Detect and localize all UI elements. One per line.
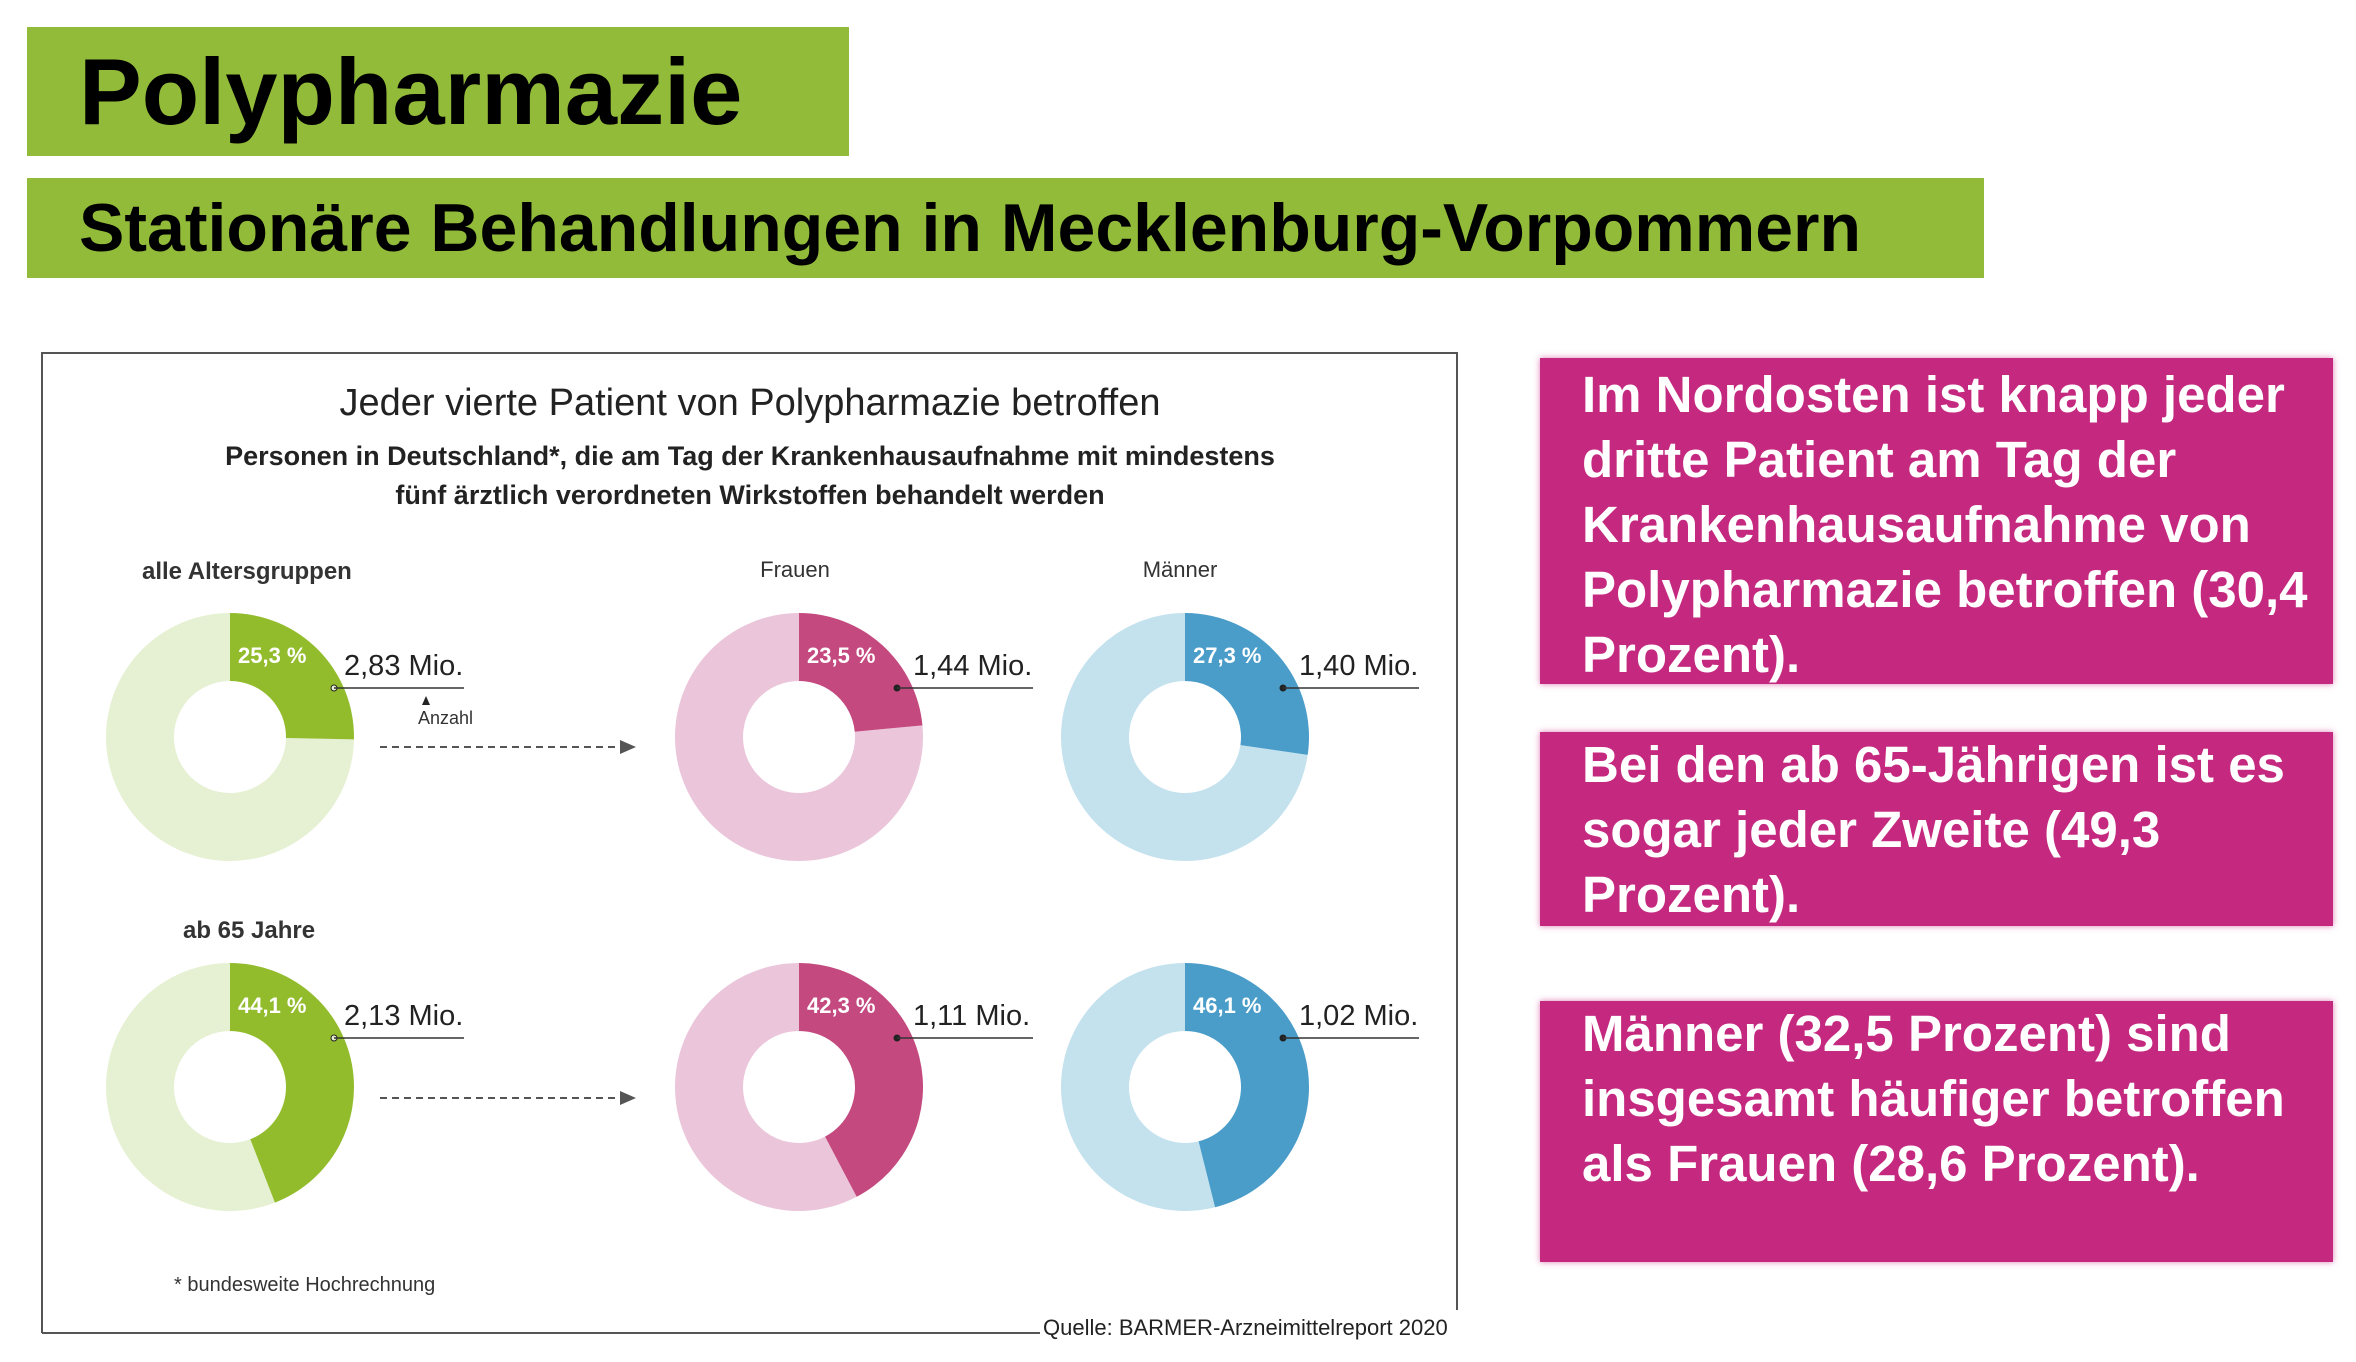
donut-slice-affected [230,613,354,740]
percent-label: 25,3 % [238,643,307,668]
donut-all-row-1: 25,3 % 2,83 Mio. [105,613,464,861]
donut-men-row-2: 46,1 % 1,02 Mio. [1060,963,1419,1212]
anzahl-marker: Anzahl [418,696,473,728]
percent-label: 27,3 % [1193,643,1262,668]
info-box-over-65: Bei den ab 65-Jährigen ist es sogar jede… [1540,732,2333,926]
donut-slice-rest [1060,963,1216,1212]
donut-women-row-1: 23,5 % 1,44 Mio. [675,613,1033,861]
count-label: 2,13 Mio. [344,1000,463,1032]
chart-title: Jeder vierte Patient von Polypharmazie b… [340,382,1161,424]
donut-slice-rest [674,963,857,1212]
column-label-all-ages: alle Altersgruppen [142,558,352,585]
source-label: Quelle: BARMER-Arzneimittelreport 2020 [1043,1315,1448,1340]
anzahl-arrow-icon [422,696,430,705]
donut-men-row-1: 27,3 % 1,40 Mio. [1060,613,1419,861]
info-box-gender: Männer (32,5 Prozent) sind insgesamt häu… [1540,1001,2333,1262]
column-label-men: Männer [1143,557,1218,582]
row-label-over-65: ab 65 Jahre [183,917,315,944]
arrow-head-icon [620,1091,636,1105]
donut-slice-rest [105,613,354,861]
donut-slice-affected [1185,963,1309,1208]
page-subtitle: Stationäre Behandlungen in Mecklenburg-V… [27,178,1984,278]
dashed-arrow-row-1 [380,740,636,754]
donut-women-row-2: 42,3 % 1,11 Mio. [674,963,1033,1212]
percent-label: 23,5 % [807,643,876,668]
count-label: 1,02 Mio. [1299,1000,1418,1032]
donut-slice-rest [1060,613,1308,861]
chart-subtitle-line-1: Personen in Deutschland*, die am Tag der… [225,441,1275,471]
percent-label: 42,3 % [807,993,876,1018]
donut-slice-affected [799,613,923,732]
footnote: * bundesweite Hochrechnung [174,1274,435,1296]
donut-slice-affected [1185,613,1309,755]
percent-label: 44,1 % [238,993,307,1018]
donut-slice-rest [105,963,275,1211]
chart-subtitle-line-2: fünf ärztlich verordneten Wirkstoffen be… [395,480,1104,510]
anzahl-label: Anzahl [418,708,473,728]
arrow-head-icon [620,740,636,754]
chart-panel-border [41,352,1458,1334]
count-label: 1,44 Mio. [913,650,1032,682]
count-label: 1,11 Mio. [913,1000,1030,1032]
page-title: Polypharmazie [27,27,849,156]
donut-slice-affected [799,963,923,1197]
column-label-women: Frauen [760,557,830,582]
donut-slice-affected [230,963,354,1203]
dashed-arrow-row-2 [380,1091,636,1105]
donut-all-row-2: 44,1 % 2,13 Mio. [105,963,464,1211]
donut-slice-rest [675,613,923,861]
count-label: 1,40 Mio. [1299,650,1418,682]
count-label: 2,83 Mio. [344,650,463,682]
info-box-northeast: Im Nordosten ist knapp jeder dritte Pati… [1540,358,2333,684]
percent-label: 46,1 % [1193,993,1262,1018]
